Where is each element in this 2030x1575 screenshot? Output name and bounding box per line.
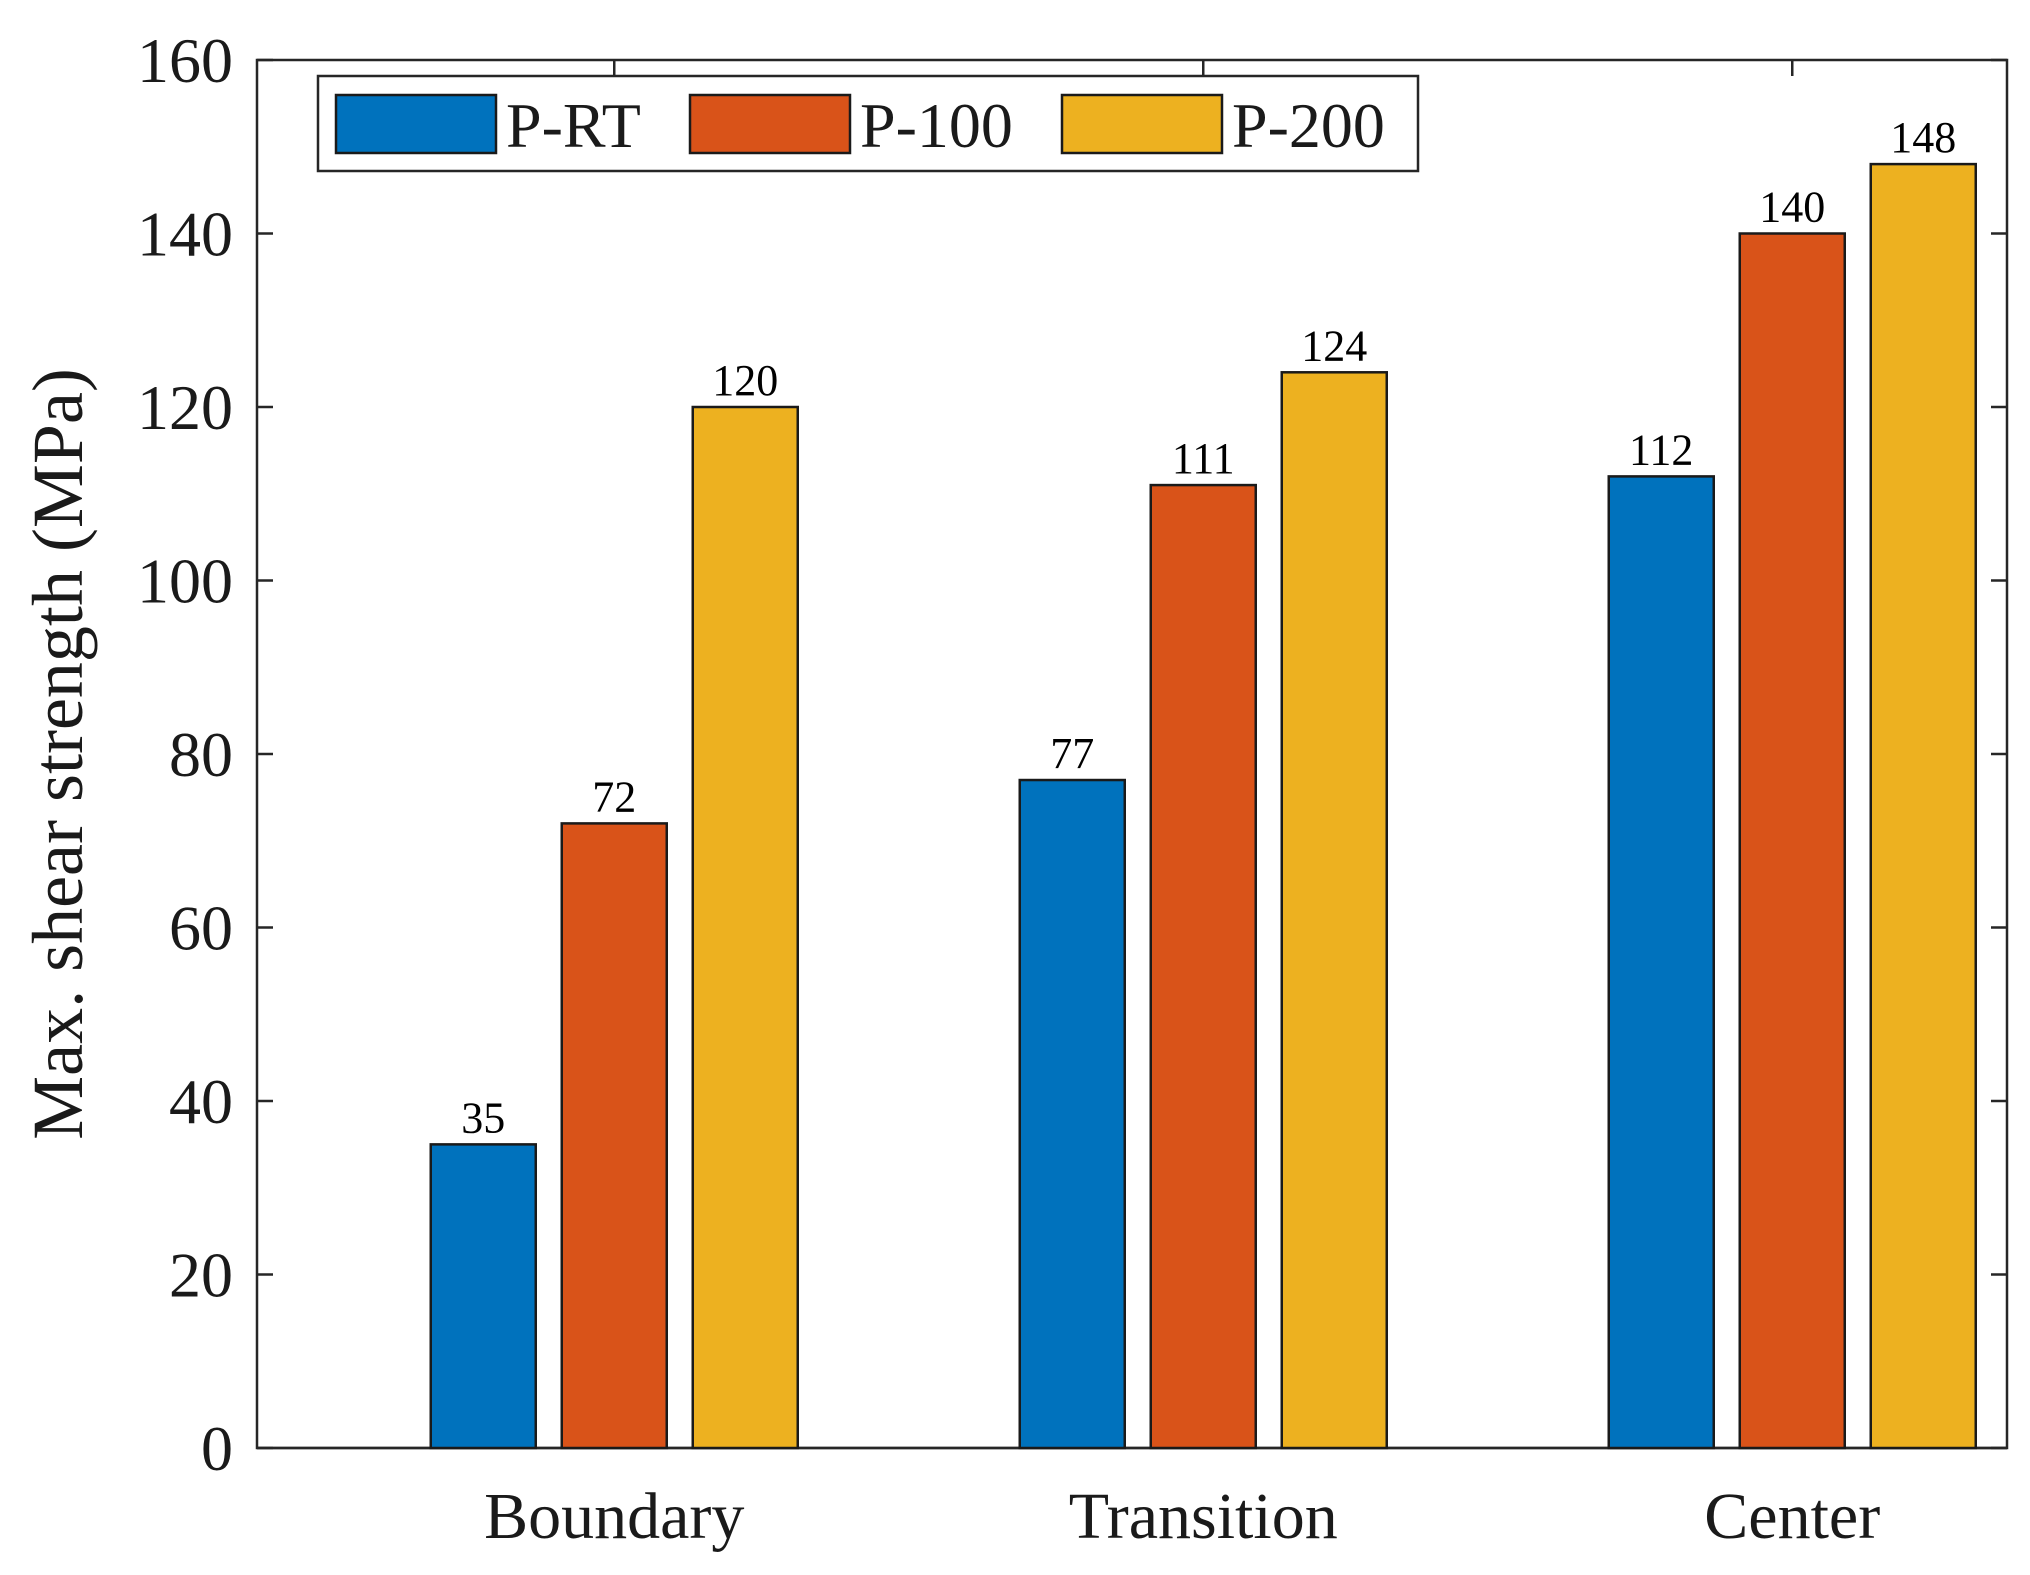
bar <box>691 405 799 1450</box>
y-tick-label: 160 <box>137 25 233 96</box>
bar-value-label: 112 <box>1629 425 1693 474</box>
legend-label: P-100 <box>860 90 1013 161</box>
legend-items: P-RT P-100 P-200 <box>334 90 1385 161</box>
legend-box <box>316 74 1420 173</box>
bar-value-label: 140 <box>1759 183 1825 232</box>
y-tick-label: 20 <box>169 1240 233 1311</box>
bar-value-label: 124 <box>1301 321 1367 370</box>
bar-value-label: 120 <box>712 356 778 405</box>
y-tick-label: 140 <box>137 199 233 270</box>
x-category-label: Transition <box>1069 1480 1338 1553</box>
bar <box>1149 483 1257 1450</box>
bar <box>1280 371 1388 1450</box>
y-tick-label: 120 <box>137 372 233 443</box>
bar-value-label: 72 <box>592 772 636 821</box>
y-axis-tick-labels: 0 20 40 60 80 100 120 140 160 <box>137 25 233 1484</box>
bar <box>1607 475 1715 1450</box>
axes-box <box>255 58 2009 1450</box>
y-tick-label: 100 <box>137 546 233 617</box>
legend-swatch <box>334 93 498 155</box>
bar-value-label: 111 <box>1172 434 1235 483</box>
bar <box>1018 778 1126 1450</box>
y-axis-label: Max. shear strength (MPa) <box>18 368 98 1140</box>
bar-value-label: 35 <box>461 1093 505 1142</box>
bar <box>1738 232 1846 1450</box>
y-tick-label: 40 <box>169 1066 233 1137</box>
data-labels: 35 72 120 77 111 124 112 140 148 <box>461 113 1956 1142</box>
bars <box>429 162 1977 1450</box>
y-tick-label: 80 <box>169 719 233 790</box>
bar-value-label: 77 <box>1050 729 1094 778</box>
bar <box>429 1143 537 1450</box>
legend-label: P-RT <box>506 90 641 161</box>
bar <box>560 822 668 1450</box>
plot-area: 35 72 120 77 111 124 112 140 148 <box>255 58 2009 1450</box>
y-tick-label: 60 <box>169 893 233 964</box>
bar <box>1869 162 1977 1450</box>
legend: P-RT P-100 P-200 <box>316 74 1420 173</box>
legend-swatch <box>1060 93 1224 155</box>
legend-label: P-200 <box>1232 90 1385 161</box>
x-category-label: Center <box>1704 1480 1880 1553</box>
x-axis-category-labels: Boundary Transition Center <box>484 1480 1880 1553</box>
bar-value-label: 148 <box>1890 113 1956 162</box>
x-category-label: Boundary <box>484 1480 744 1553</box>
legend-swatch <box>688 93 852 155</box>
y-tick-label: 0 <box>201 1413 233 1484</box>
